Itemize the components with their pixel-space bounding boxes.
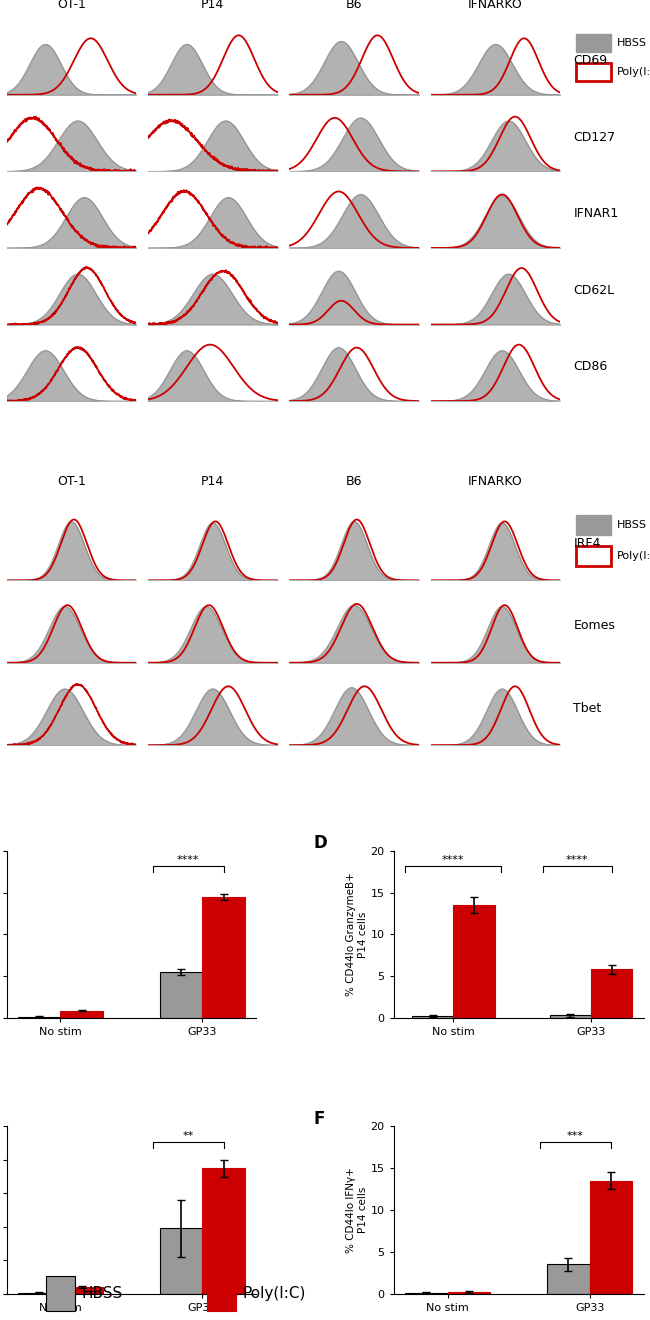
- Bar: [160, 1229, 202, 1294]
- Text: CD62L: CD62L: [573, 284, 614, 297]
- Bar: [160, 972, 202, 1018]
- Text: **: **: [183, 1131, 194, 1140]
- Text: CD127: CD127: [573, 131, 616, 144]
- Bar: [412, 1016, 453, 1018]
- Bar: [60, 1011, 103, 1018]
- Text: Eomes: Eomes: [573, 619, 616, 632]
- Text: OT-1: OT-1: [57, 0, 86, 12]
- Text: HBSS: HBSS: [82, 1286, 123, 1302]
- Text: HBSS: HBSS: [616, 520, 646, 529]
- Text: Poly(I:C): Poly(I:C): [616, 67, 650, 77]
- Bar: [202, 896, 245, 1018]
- Text: Poly(I:C): Poly(I:C): [616, 550, 650, 561]
- Text: IFNARKO: IFNARKO: [468, 475, 523, 488]
- Text: P14: P14: [201, 0, 224, 12]
- Y-axis label: % CD44lo IFNγ+
P14 cells: % CD44lo IFNγ+ P14 cells: [346, 1167, 368, 1253]
- Text: HBSS: HBSS: [616, 38, 646, 48]
- Text: IFNAR1: IFNAR1: [573, 207, 619, 220]
- Y-axis label: % CD44lo GranzymeB+
P14 cells: % CD44lo GranzymeB+ P14 cells: [346, 873, 368, 997]
- Text: ****: ****: [177, 855, 200, 865]
- Bar: [202, 1168, 245, 1294]
- Bar: [60, 1287, 103, 1294]
- Text: Poly(I:C): Poly(I:C): [243, 1286, 306, 1302]
- Text: IFNARKO: IFNARKO: [468, 0, 523, 12]
- Text: B6: B6: [346, 475, 363, 488]
- Text: D: D: [314, 834, 328, 851]
- Bar: [590, 1181, 632, 1294]
- Bar: [207, 1275, 235, 1312]
- Text: IRF4: IRF4: [573, 537, 601, 550]
- Bar: [46, 1275, 75, 1312]
- Text: OT-1: OT-1: [57, 475, 86, 488]
- Bar: [448, 1292, 490, 1294]
- Text: ***: ***: [567, 1131, 584, 1140]
- Bar: [591, 969, 632, 1018]
- Text: ****: ****: [442, 855, 465, 865]
- Bar: [549, 1015, 591, 1018]
- Text: Tbet: Tbet: [573, 702, 602, 715]
- Text: ****: ****: [566, 855, 588, 865]
- Text: CD86: CD86: [573, 360, 608, 374]
- Text: P14: P14: [201, 475, 224, 488]
- Bar: [453, 906, 495, 1018]
- Bar: [547, 1265, 590, 1294]
- Text: CD69: CD69: [573, 54, 608, 67]
- Text: B6: B6: [346, 0, 363, 12]
- Text: F: F: [314, 1110, 325, 1127]
